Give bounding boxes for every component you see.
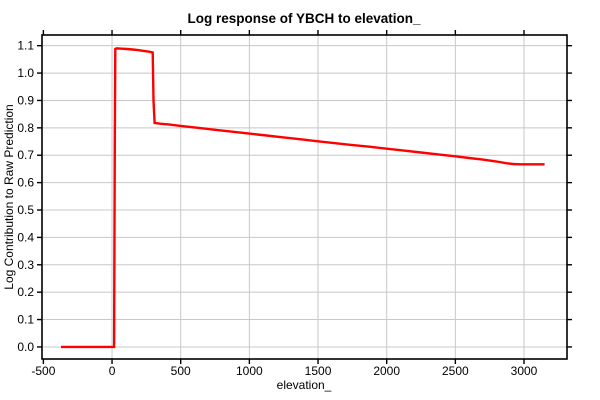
y-tick-label: 0.7 <box>17 148 34 162</box>
x-tick-label: -500 <box>31 364 55 378</box>
y-tick-label: 1.1 <box>17 39 34 53</box>
y-tick-label: 0.3 <box>17 258 34 272</box>
x-tick-label: 500 <box>171 364 191 378</box>
chart-title: Log response of YBCH to elevation_ <box>187 11 421 26</box>
x-tick-label: 1500 <box>305 364 332 378</box>
x-axis-label: elevation_ <box>277 378 332 392</box>
x-tick-label: 1000 <box>236 364 263 378</box>
y-tick-label: 0.0 <box>17 340 34 354</box>
x-tick-label: 0 <box>109 364 116 378</box>
y-tick-label: 0.1 <box>17 313 34 327</box>
y-tick-label: 1.0 <box>17 66 34 80</box>
y-axis-label: Log Contribution to Raw Prediction <box>2 104 16 289</box>
tick-labels: -500 0 500 1000 1500 2000 2500 3000 0.0 0.1 0.2 0.3… <box>17 39 537 378</box>
gridlines <box>42 35 567 359</box>
y-tick-label: 0.5 <box>17 203 34 217</box>
plot-border-and-ticks <box>37 30 572 364</box>
series-YBCH <box>61 47 545 349</box>
response-line <box>61 47 545 349</box>
y-tick-label: 0.8 <box>17 121 34 135</box>
x-tick-label: 3000 <box>511 364 538 378</box>
y-tick-label: 0.4 <box>17 230 34 244</box>
y-tick-label: 0.9 <box>17 93 34 107</box>
y-tick-label: 0.2 <box>17 285 34 299</box>
y-tick-label: 0.6 <box>17 176 34 190</box>
x-tick-label: 2500 <box>442 364 469 378</box>
x-tick-label: 2000 <box>373 364 400 378</box>
plot-border <box>41 34 568 360</box>
